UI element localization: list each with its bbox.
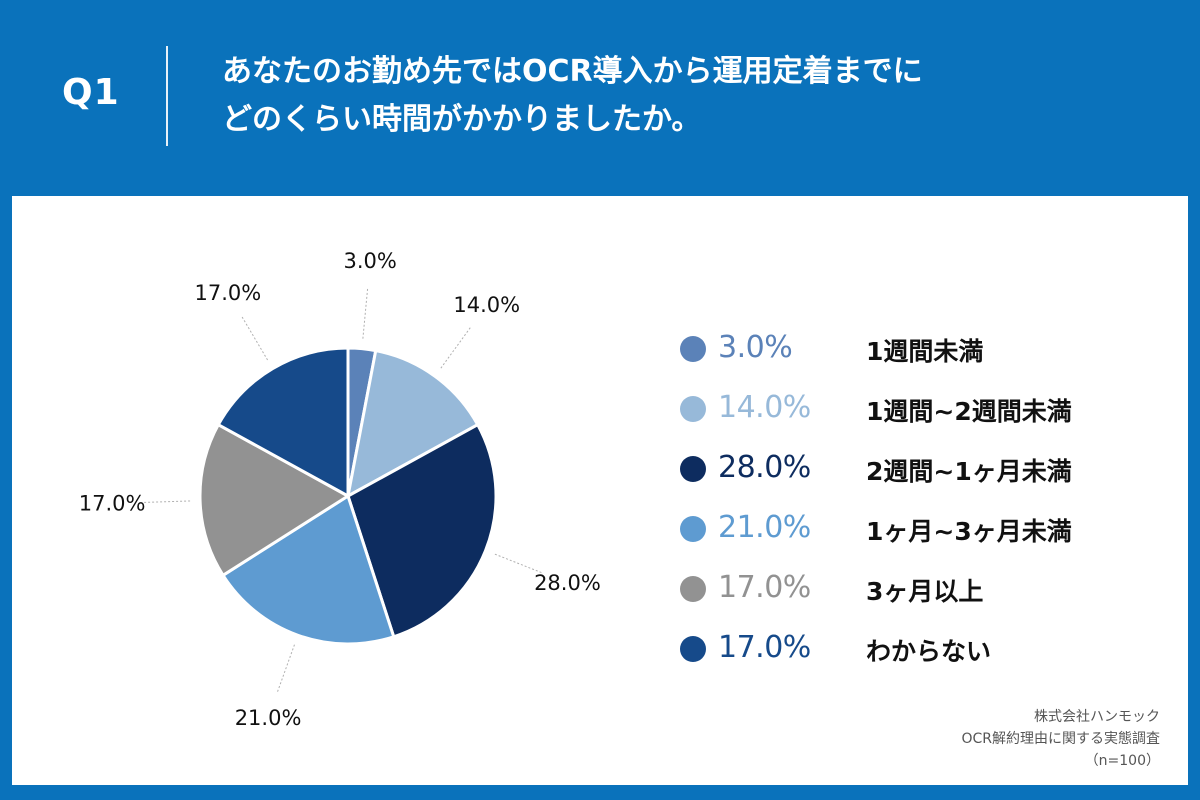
legend-label: 3ヶ月以上 <box>866 577 984 606</box>
legend-percentage: 28.0% <box>718 450 811 485</box>
source-company: 株式会社ハンモック <box>1034 709 1160 725</box>
legend-percentage: 3.0% <box>718 330 793 365</box>
pie-slice-label: 28.0% <box>534 571 601 595</box>
legend-item: 3.0% 1週間未満 <box>680 314 1160 374</box>
pie-slice-label: 17.0% <box>195 281 262 305</box>
pie-slice-label: 3.0% <box>344 249 397 273</box>
legend-swatch-icon <box>680 576 706 602</box>
source-note: 株式会社ハンモック OCR解約理由に関する実態調査 （n=100） <box>961 706 1160 772</box>
pie-leader-line <box>494 553 544 574</box>
legend-label: わからない <box>866 637 992 666</box>
legend-item: 14.0% 1週間~2週間未満 <box>680 374 1160 434</box>
pie-slice-label: 14.0% <box>453 293 520 317</box>
pie-slice-label: 17.0% <box>79 491 146 515</box>
pie-slice <box>216 346 350 499</box>
legend-item: 21.0% 1ヶ月~3ヶ月未満 <box>680 494 1160 554</box>
legend-label: 1週間未満 <box>866 337 984 366</box>
pie-leader-line <box>440 325 472 369</box>
question-header: Q1 あなたのお勤め先ではOCR導入から運用定着までに どのくらい時間がかかりま… <box>0 0 1200 190</box>
pie-slice <box>198 422 351 578</box>
question-title-line-2: どのくらい時間がかかりましたか。 <box>222 102 702 137</box>
legend-percentage: 14.0% <box>718 390 811 425</box>
legend: 3.0% 1週間未満 14.0% 1週間~2週間未満 28.0% 2週間~1ヶ月… <box>680 314 1160 674</box>
pie-leader-line <box>276 644 295 694</box>
question-number: Q1 <box>62 72 120 113</box>
legend-percentage: 21.0% <box>718 510 811 545</box>
legend-item: 17.0% 3ヶ月以上 <box>680 554 1160 614</box>
legend-label: 1週間~2週間未満 <box>866 397 1072 426</box>
legend-percentage: 17.0% <box>718 630 811 665</box>
pie-slice-label: 21.0% <box>235 706 302 730</box>
legend-item: 28.0% 2週間~1ヶ月未満 <box>680 434 1160 494</box>
legend-swatch-icon <box>680 396 706 422</box>
source-sample-size: （n=100） <box>1084 753 1160 769</box>
question-title-line-1: あなたのお勤め先ではOCR導入から運用定着までに <box>222 54 923 89</box>
pie-leader-line <box>240 314 269 361</box>
pie-leader-line <box>138 500 191 504</box>
pie-chart: 3.0% 14.0% 28.0% 21.0% 17.0% 17.0% <box>79 249 601 730</box>
legend-swatch-icon <box>680 456 706 482</box>
legend-label: 1ヶ月~3ヶ月未満 <box>866 517 1072 546</box>
chart-panel: 3.0% 14.0% 28.0% 21.0% 17.0% 17.0% 3.0% 1週間未満… <box>12 196 1188 785</box>
legend-percentage: 17.0% <box>718 570 811 605</box>
legend-label: 2週間~1ヶ月未満 <box>866 457 1072 486</box>
legend-swatch-icon <box>680 516 706 542</box>
source-survey: OCR解約理由に関する実態調査 <box>961 731 1160 747</box>
legend-item: 17.0% わからない <box>680 614 1160 674</box>
pie-slice <box>220 493 396 646</box>
question-title: あなたのお勤め先ではOCR導入から運用定着までに どのくらい時間がかかりましたか… <box>222 48 1142 144</box>
pie-slice <box>345 348 480 499</box>
legend-swatch-icon <box>680 336 706 362</box>
pie-leader-line <box>362 286 369 339</box>
pie-slice <box>346 422 498 639</box>
header-divider <box>166 46 168 146</box>
legend-swatch-icon <box>680 636 706 662</box>
